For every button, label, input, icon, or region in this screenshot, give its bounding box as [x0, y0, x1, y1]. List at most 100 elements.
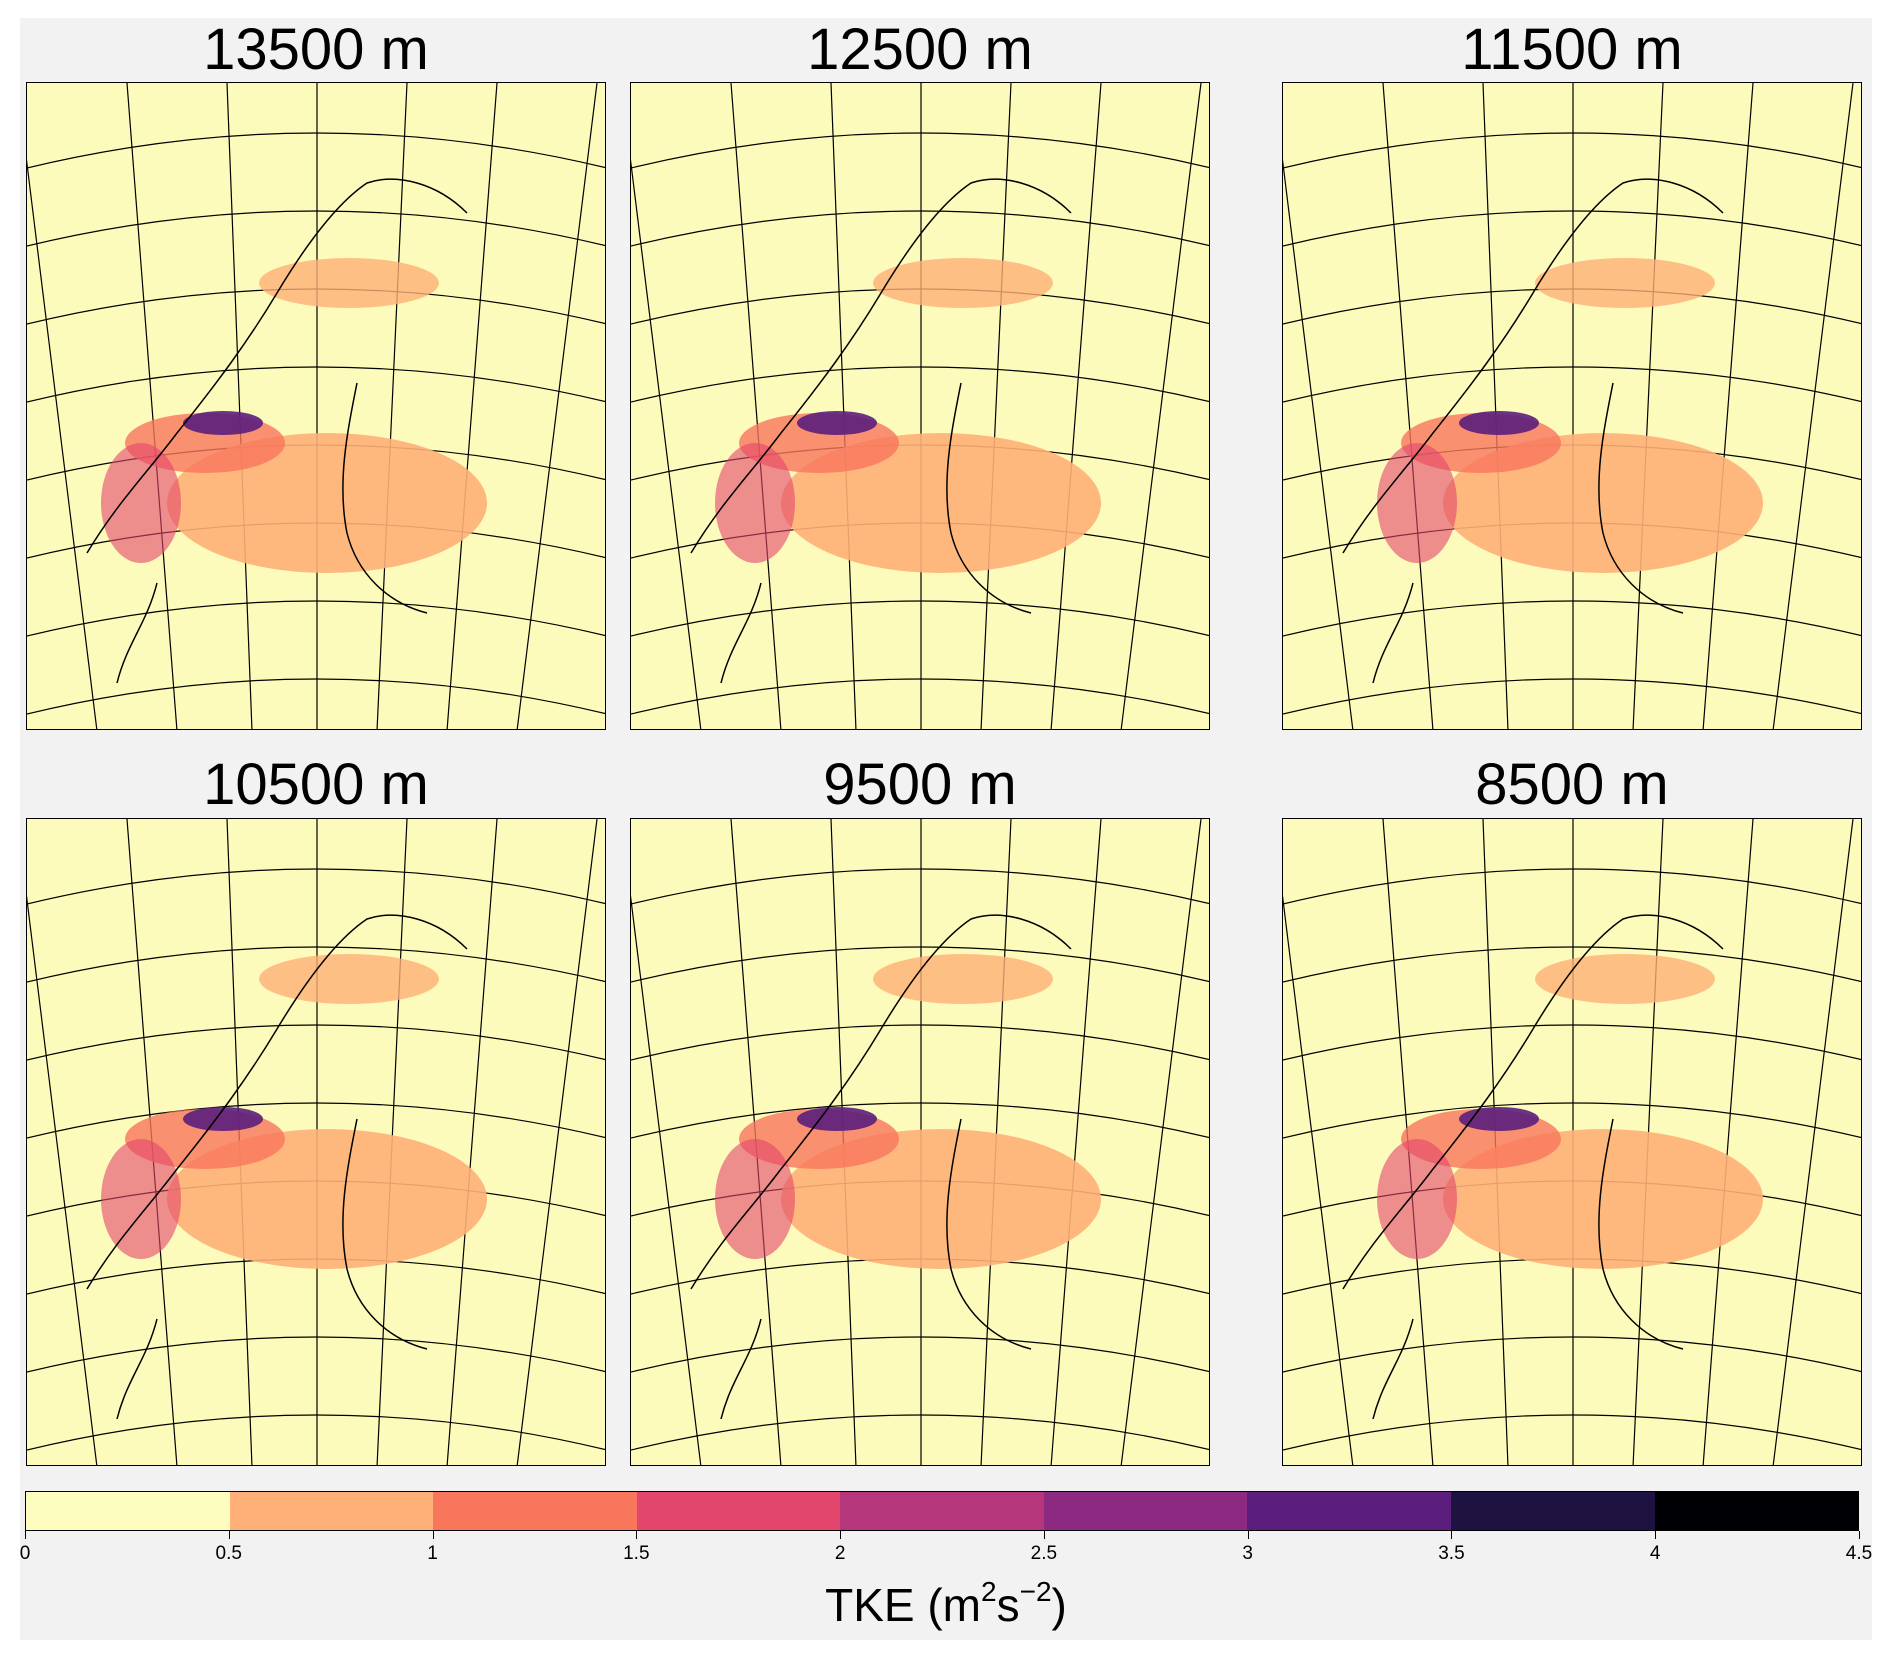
tke-contour	[1377, 1139, 1457, 1259]
colorbar-tick-label: 2	[834, 1543, 846, 1564]
colorbar-tick-label: 0	[19, 1543, 31, 1564]
panel-title: 9500 m	[823, 752, 1017, 817]
longitude-line	[446, 819, 498, 1465]
colorbar-tick-label: 2.5	[1030, 1543, 1058, 1564]
colorbar-tick-label: 1.5	[623, 1543, 650, 1564]
longitude-line	[1050, 83, 1102, 729]
panel-title: 10500 m	[203, 752, 429, 817]
map-panel-9500	[630, 818, 1210, 1466]
map-panel-10500	[26, 818, 606, 1466]
longitude-line	[1283, 159, 1354, 729]
colorbar-label: TKE (m2s−2)	[0, 1576, 1892, 1632]
colorbar-swatch	[229, 1492, 434, 1530]
colorbar-tick-label: 3	[1242, 1543, 1253, 1564]
longitude-line	[446, 83, 498, 729]
longitude-line	[1772, 83, 1854, 729]
panel-title: 11500 m	[1461, 17, 1683, 82]
longitude-line	[1120, 819, 1202, 1465]
longitude-line	[1482, 83, 1509, 729]
colorbar-tick	[228, 1531, 230, 1539]
colorbar	[25, 1491, 1859, 1531]
tke-contour	[1459, 1107, 1539, 1131]
colorbar-label-mid: s	[996, 1579, 1020, 1631]
map-svg	[27, 819, 605, 1465]
map-svg	[631, 83, 1209, 729]
map-svg	[27, 83, 605, 729]
longitude-line	[516, 83, 598, 729]
colorbar-tick	[25, 1531, 26, 1539]
tke-contour	[1377, 443, 1457, 563]
graticule	[27, 83, 605, 729]
colorbar-tick	[636, 1531, 638, 1539]
longitude-line	[1382, 83, 1434, 729]
tke-field	[1377, 258, 1763, 573]
colorbar-tick-label: 1	[427, 1543, 438, 1564]
tke-contour	[101, 1139, 181, 1259]
graticule	[1283, 83, 1861, 729]
map-svg	[1283, 83, 1861, 729]
map-svg	[631, 819, 1209, 1465]
graticule	[631, 83, 1209, 729]
colorbar-swatch	[433, 1492, 637, 1530]
graticule	[1283, 819, 1861, 1465]
colorbar-tick	[840, 1531, 842, 1539]
coastline	[86, 178, 468, 684]
colorbar-tick	[1043, 1531, 1045, 1539]
panel-title: 13500 m	[203, 17, 429, 82]
colorbar-swatch	[1450, 1492, 1655, 1530]
tke-contour	[183, 411, 263, 435]
tke-contour	[183, 1107, 263, 1131]
longitude-line	[1120, 83, 1202, 729]
colorbar-tick	[1859, 1531, 1860, 1539]
tke-field	[715, 258, 1101, 573]
colorbar-label-end: )	[1051, 1579, 1067, 1631]
longitude-line	[730, 83, 782, 729]
colorbar-tick	[432, 1531, 434, 1539]
tke-contour	[873, 258, 1053, 308]
longitude-line	[980, 83, 1012, 729]
colorbar-tick-label: 0.5	[215, 1543, 242, 1564]
tke-contour	[101, 443, 181, 563]
tke-field	[101, 954, 487, 1269]
coastline	[690, 178, 1072, 684]
tke-contour	[259, 258, 439, 308]
colorbar-label-sup2: −2	[1019, 1576, 1052, 1607]
coastline	[1342, 178, 1724, 684]
longitude-line	[126, 83, 178, 729]
map-panel-8500	[1282, 818, 1862, 1466]
coastline	[1342, 914, 1724, 1420]
colorbar-swatch	[1247, 1492, 1451, 1530]
tke-contour	[1535, 954, 1715, 1004]
tke-field	[101, 258, 487, 573]
map-panel-13500	[26, 82, 606, 730]
tke-contour	[1459, 411, 1539, 435]
tke-field	[1377, 954, 1763, 1269]
longitude-line	[830, 83, 857, 729]
map-svg	[1283, 819, 1861, 1465]
tke-contour	[1535, 258, 1715, 308]
colorbar-tick	[1655, 1531, 1657, 1539]
map-panel-12500	[630, 82, 1210, 730]
tke-contour	[873, 954, 1053, 1004]
colorbar-swatch	[636, 1492, 841, 1530]
colorbar-swatch	[1043, 1492, 1248, 1530]
longitude-line	[516, 819, 598, 1465]
colorbar-swatch	[840, 1492, 1044, 1530]
tke-contour	[715, 443, 795, 563]
colorbar-tick-label: 3.5	[1438, 1543, 1465, 1564]
tke-contour	[715, 1139, 795, 1259]
colorbar-swatch	[26, 1492, 230, 1530]
longitude-line	[1702, 83, 1754, 729]
longitude-line	[631, 895, 702, 1465]
longitude-line	[27, 895, 98, 1465]
coastline	[86, 914, 468, 1420]
tke-field	[715, 954, 1101, 1269]
longitude-line	[1632, 83, 1664, 729]
coastline	[690, 914, 1072, 1420]
longitude-line	[631, 159, 702, 729]
panel-title: 8500 m	[1475, 752, 1669, 817]
longitude-line	[376, 83, 408, 729]
longitude-line	[1772, 819, 1854, 1465]
longitude-line	[1702, 819, 1754, 1465]
tke-contour	[797, 1107, 877, 1131]
